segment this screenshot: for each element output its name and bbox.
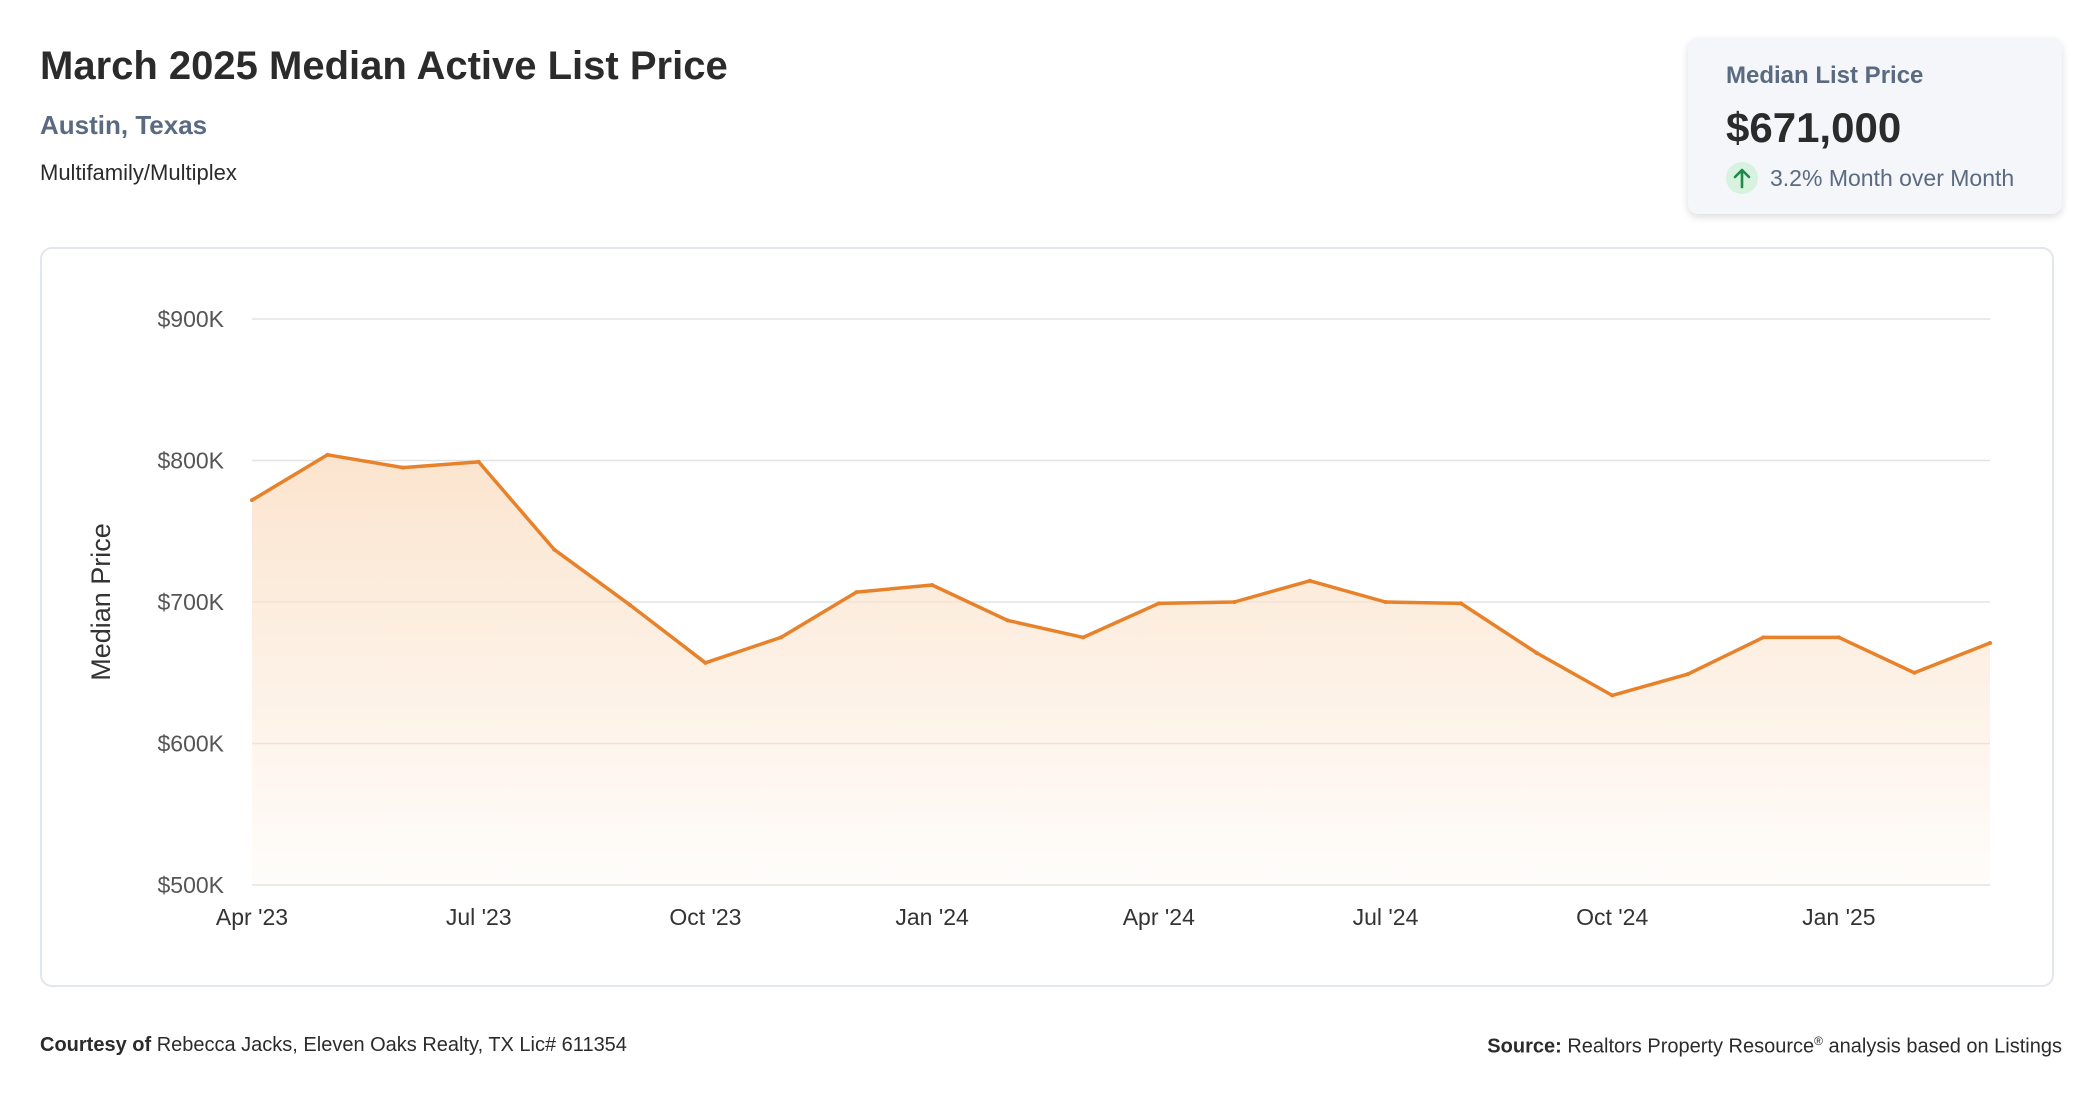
source-label: Source:	[1487, 1035, 1562, 1058]
data-point	[1610, 693, 1615, 698]
courtesy-text: Rebecca Jacks, Eleven Oaks Realty, TX Li…	[156, 1034, 627, 1056]
data-point	[1685, 672, 1690, 677]
data-point	[778, 635, 783, 640]
data-point	[854, 590, 859, 595]
chart-container: $900K $800K $700K $600K $500K Apr '23 Jul '23 O…	[40, 247, 2054, 987]
x-tick-label: Apr '23	[216, 904, 288, 930]
series-line	[250, 453, 1992, 698]
data-point	[552, 547, 557, 552]
data-point	[1836, 635, 1841, 640]
median-price-chart: $900K $800K $700K $600K $500K Apr '23 Jul '23 O…	[86, 306, 1992, 930]
x-tick-label: Jul '23	[446, 904, 512, 930]
arrow-up-icon	[1726, 162, 1758, 194]
series-area	[252, 454, 1990, 885]
data-point	[1232, 600, 1237, 604]
data-point	[1912, 670, 1917, 675]
data-point	[930, 583, 935, 588]
data-point	[401, 465, 406, 470]
data-point	[325, 452, 330, 457]
x-tick-label: Apr '24	[1123, 904, 1195, 930]
y-axis-label: Median Price	[86, 523, 116, 681]
courtesy-label: Courtesy of	[40, 1034, 152, 1056]
stat-card-value: $671,000	[1726, 104, 1902, 151]
stat-card-label: Median List Price	[1726, 62, 1924, 89]
page-title: March 2025 Median Active List Price	[40, 44, 728, 88]
data-point	[1383, 600, 1388, 604]
stat-card-change: 3.2% Month over Month	[1726, 162, 2014, 194]
stat-card-change-text: 3.2% Month over Month	[1770, 164, 2015, 191]
x-tick-label: Jan '25	[1802, 904, 1875, 930]
x-tick-label: Jul '24	[1353, 904, 1419, 930]
data-point	[250, 498, 254, 503]
median-list-price-card: Median List Price $671,000 3.2% Month ov…	[1688, 38, 2062, 214]
data-point	[1459, 601, 1464, 606]
y-tick-label: $800K	[157, 448, 224, 474]
location-subtitle: Austin, Texas	[40, 110, 208, 140]
property-type-label: Multifamily/Multiplex	[40, 160, 237, 185]
data-point	[1988, 641, 1992, 646]
data-point	[476, 459, 481, 464]
y-tick-label: $700K	[157, 589, 224, 615]
y-tick-label: $900K	[157, 306, 224, 332]
data-point	[1307, 578, 1312, 583]
courtesy-footer: Courtesy of Rebecca Jacks, Eleven Oaks R…	[40, 1034, 627, 1057]
x-tick-label: Oct '24	[1576, 904, 1648, 930]
x-tick-label: Jan '24	[895, 904, 969, 930]
y-tick-label: $500K	[157, 872, 224, 898]
data-point	[1081, 635, 1086, 640]
data-point	[1156, 601, 1161, 606]
data-point	[627, 602, 632, 607]
x-tick-label: Oct '23	[669, 904, 741, 930]
data-point	[703, 660, 708, 665]
data-point	[1534, 650, 1539, 655]
source-footer: Source: Realtors Property Resource® anal…	[1487, 1034, 2062, 1059]
source-text-a: Realtors Property Resource	[1567, 1035, 1815, 1058]
y-tick-label: $600K	[157, 731, 224, 757]
data-point	[1005, 618, 1010, 623]
source-text-b: analysis based on Listings	[1828, 1035, 2062, 1058]
registered-mark: ®	[1814, 1034, 1823, 1048]
data-point	[1761, 635, 1766, 640]
